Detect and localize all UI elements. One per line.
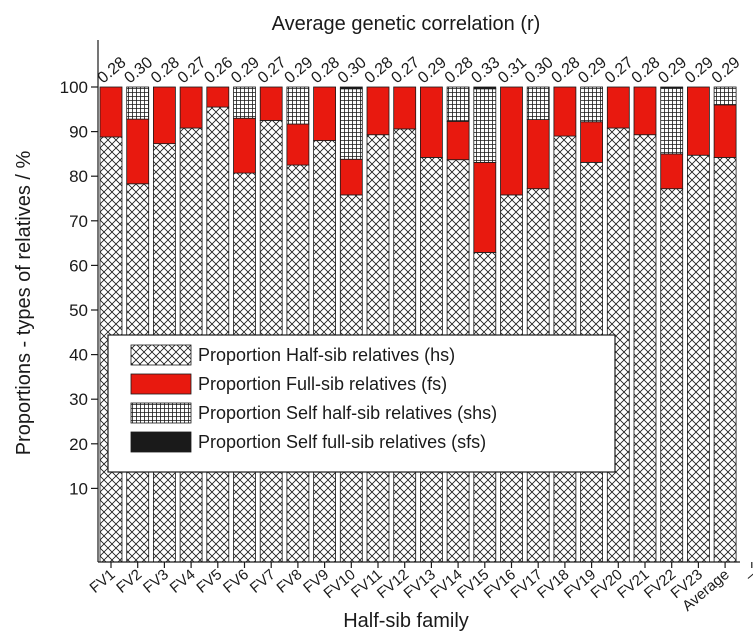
bar-segment-fv19-s2 (580, 121, 603, 163)
bar-segment-fv16-s2 (500, 86, 523, 196)
bar-segment-fv15-s3 (473, 88, 497, 163)
bar-segment-fv14-s2 (446, 120, 470, 161)
bar-segment-fv15-s4 (473, 86, 497, 90)
bar-segment-fv17-s3 (526, 86, 550, 120)
bar-segment-fv21-s1 (633, 134, 657, 563)
legend-entry: Proportion Self full-sib relatives (sfs) (198, 432, 486, 452)
y-tick-label: 80 (69, 167, 88, 186)
y-ticks-layer: 10 20 30 40 50 60 70 80 90 100 (60, 78, 98, 498)
y-tick-label: 70 (69, 212, 88, 231)
x-tick-label: FV8 (273, 566, 305, 597)
bar-segment-fv10-s3 (339, 88, 363, 160)
bar-segment-fv6-s3 (233, 86, 256, 119)
y-axis-label: Proportions - types of relatives / % (13, 151, 35, 456)
legend-swatch (130, 431, 192, 453)
bar-segment-fv3-s2 (152, 86, 176, 145)
bar-segment-fv11-s2 (366, 86, 390, 136)
y-tick-label: 20 (69, 435, 88, 454)
y-tick-label: 50 (69, 301, 88, 320)
bar-segment-fv23-s2 (687, 86, 710, 156)
bar-segment-fv17-s2 (526, 119, 550, 190)
bar-segment-fv22-s3 (660, 87, 684, 155)
legend-box (107, 334, 616, 473)
legend-entry: Proportion Half-sib relatives (hs) (198, 345, 455, 365)
bar-segment-fv9-s2 (313, 86, 337, 141)
x-tick-label: FV7 (247, 566, 279, 597)
bar-segment-fv7-s2 (259, 86, 283, 121)
bar-segment-fv20-s2 (606, 86, 630, 129)
correlation-labels-layer: 0.280.300.280.270.260.290.270.290.280.30… (95, 54, 744, 87)
legend-swatch (130, 344, 192, 366)
x-tick-label: FV5 (193, 566, 225, 597)
y-tick-label: 30 (69, 390, 88, 409)
bar-segment-average-s1 (713, 157, 737, 563)
x-ticks-layer: FV1FV2FV3FV4FV5FV6FV7FV8FV9FV10FV11FV12F… (87, 562, 753, 615)
bar-segment-average-s3 (713, 86, 737, 106)
bar-segment-fv12-s2 (393, 86, 417, 130)
y-tick-label: 100 (60, 78, 88, 97)
bar-segment-fv21-s2 (633, 86, 657, 136)
bar-segment-fv10-s4 (339, 86, 363, 90)
bar-segment-fv18-s2 (553, 86, 577, 137)
bar-segment-fv14-s3 (446, 86, 470, 122)
x-tick-label: FV1 (87, 566, 119, 597)
bar-segment-fv5-s2 (206, 86, 230, 108)
x-tick-label: – (742, 566, 753, 585)
x-tick-label: FV6 (220, 566, 252, 597)
x-tick-label: FV2 (113, 566, 145, 597)
bar-segment-fv2-s3 (126, 86, 150, 120)
bars-layer (99, 86, 737, 563)
bar-segment-fv22-s4 (660, 86, 684, 89)
legend: Proportion Half-sib relatives (hs) Propor… (107, 334, 616, 473)
chart-title: Average genetic correlation (r) (272, 13, 541, 35)
bar-segment-fv10-s2 (339, 158, 363, 196)
bar-segment-fv22-s2 (660, 153, 684, 190)
y-tick-label: 10 (69, 479, 88, 498)
bar-segment-fv22-s1 (660, 188, 684, 563)
bar-segment-fv1-s2 (99, 86, 123, 138)
bar-segment-average-s2 (713, 104, 737, 158)
legend-swatch (130, 402, 192, 424)
bar-segment-fv8-s2 (286, 123, 310, 166)
bar-segment-fv6-s2 (233, 117, 256, 174)
x-axis-label: Half-sib family (343, 610, 469, 632)
legend-entry: Proportion Full-sib relatives (fs) (198, 374, 447, 394)
bar-segment-fv23-s1 (687, 154, 710, 563)
bar-segment-fv15-s2 (473, 161, 497, 253)
y-tick-label: 40 (69, 346, 88, 365)
x-tick-label: FV3 (140, 566, 172, 597)
bar-segment-fv19-s3 (580, 86, 603, 123)
legend-entry: Proportion Self half-sib relatives (shs) (198, 403, 497, 423)
y-tick-label: 60 (69, 256, 88, 275)
x-tick-label: FV4 (167, 566, 199, 597)
bar-segment-fv8-s3 (286, 86, 310, 125)
legend-swatch (130, 373, 192, 395)
bar-segment-fv13-s2 (419, 86, 443, 158)
bar-segment-fv4-s2 (179, 86, 203, 129)
correlation-label: 0.29 (709, 54, 744, 87)
y-tick-label: 90 (69, 123, 88, 142)
bar-segment-fv2-s2 (126, 118, 150, 185)
